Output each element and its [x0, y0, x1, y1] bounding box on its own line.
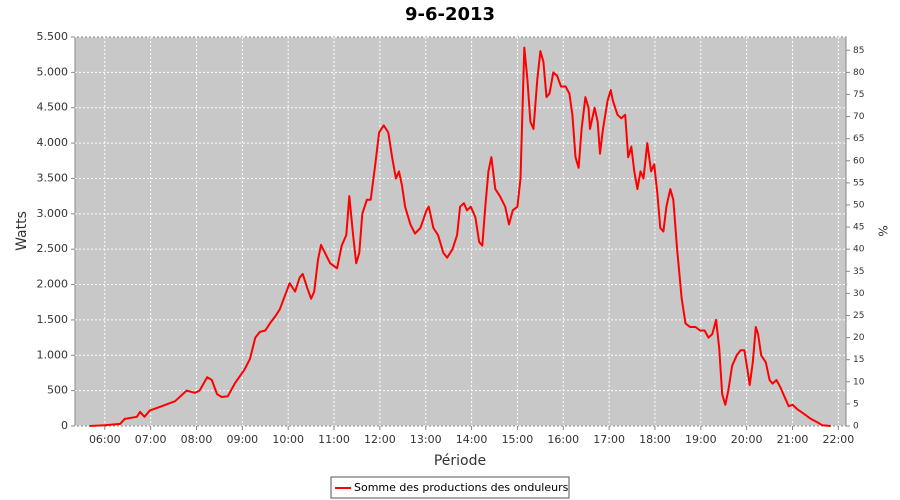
- y2-tick-label: 85: [853, 46, 864, 56]
- y2-tick-label: 5: [853, 399, 859, 409]
- legend-label: Somme des productions des onduleurs: [354, 481, 569, 494]
- legend: Somme des productions des onduleurs: [330, 476, 570, 499]
- x-tick-label: 07:00: [135, 433, 167, 446]
- x-tick-label: 10:00: [272, 433, 304, 446]
- x-tick-label: 17:00: [593, 433, 625, 446]
- x-axis-label: Période: [434, 453, 486, 469]
- y2-tick-label: 0: [853, 422, 859, 432]
- y-tick-label: 3.500: [37, 171, 69, 184]
- y2-tick-label: 30: [853, 289, 865, 299]
- x-tick-label: 15:00: [502, 433, 534, 446]
- y-tick-label: 500: [47, 384, 68, 397]
- y2-tick-label: 55: [853, 178, 864, 188]
- x-tick-label: 06:00: [89, 433, 121, 446]
- x-tick-label: 09:00: [226, 433, 258, 446]
- y2-tick-label: 15: [853, 355, 864, 365]
- y-axis-label: Watts: [14, 211, 30, 251]
- plot-area: [74, 36, 847, 427]
- y2-tick-label: 75: [853, 90, 864, 100]
- y2-tick-label: 70: [853, 112, 865, 122]
- x-tick-label: 18:00: [639, 433, 671, 446]
- y-tick-label: 4.500: [37, 101, 69, 114]
- y-tick-label: 4.000: [37, 136, 69, 149]
- x-tick-label: 19:00: [685, 433, 717, 446]
- y2-tick-label: 50: [853, 200, 865, 210]
- y2-tick-label: 45: [853, 223, 864, 233]
- x-tick-label: 22:00: [823, 433, 855, 446]
- y2-tick-label: 60: [853, 156, 865, 166]
- y-tick-label: 5.500: [37, 30, 69, 43]
- y2-tick-label: 25: [853, 311, 864, 321]
- y2-tick-label: 80: [853, 68, 865, 78]
- y2-tick-label: 65: [853, 134, 864, 144]
- y-tick-label: 3.000: [37, 207, 69, 220]
- y2-tick-label: 20: [853, 333, 865, 343]
- x-tick-label: 12:00: [364, 433, 396, 446]
- chart-title: 9-6-2013: [405, 4, 495, 25]
- y2-tick-label: 10: [853, 377, 865, 387]
- x-tick-label: 08:00: [181, 433, 213, 446]
- x-tick-label: 11:00: [318, 433, 350, 446]
- y-tick-label: 1.000: [37, 348, 69, 361]
- x-tick-label: 14:00: [456, 433, 488, 446]
- y-tick-label: 2.000: [37, 278, 69, 291]
- x-tick-label: 21:00: [777, 433, 809, 446]
- data-line: [89, 46, 831, 427]
- y2-tick-label: 40: [853, 245, 865, 255]
- y-tick-label: 0: [61, 419, 68, 432]
- legend-box: [330, 476, 570, 499]
- y-tick-label: 5.000: [37, 65, 69, 78]
- y-tick-label: 1.500: [37, 313, 69, 326]
- y2-axis-label: %: [876, 225, 890, 236]
- x-tick-label: 13:00: [410, 433, 442, 446]
- y-tick-label: 2.500: [37, 242, 69, 255]
- y2-tick-label: 35: [853, 267, 864, 277]
- x-tick-label: 16:00: [547, 433, 579, 446]
- x-tick-label: 20:00: [731, 433, 763, 446]
